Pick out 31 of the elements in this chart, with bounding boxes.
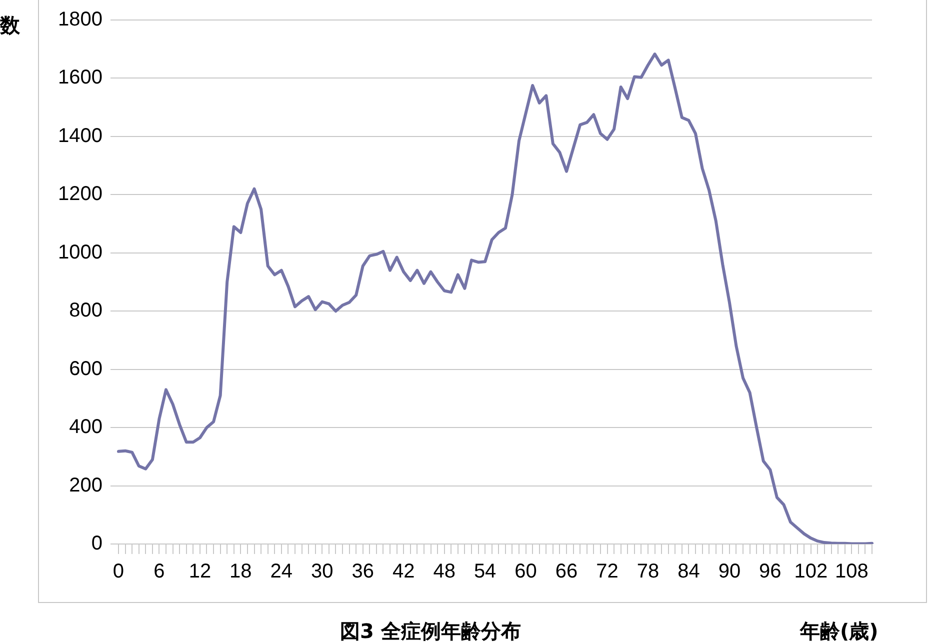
x-tick-label: 90 xyxy=(718,560,741,583)
x-tick-label: 54 xyxy=(474,560,496,583)
x-tick-label: 36 xyxy=(352,560,374,583)
y-tick-label: 0 xyxy=(91,532,102,555)
x-tick-label: 60 xyxy=(514,560,537,583)
y-tick-label: 1000 xyxy=(58,241,102,264)
x-axis-title: 年齢(歳) xyxy=(800,618,878,643)
x-tick-label: 18 xyxy=(230,560,252,583)
y-tick-label: 400 xyxy=(69,416,102,438)
y-tick-label: 1800 xyxy=(58,8,102,31)
x-tick-label: 12 xyxy=(188,560,212,583)
x-tick-label: 84 xyxy=(678,560,700,583)
y-tick-label: 200 xyxy=(69,474,102,496)
y-tick-label: 1400 xyxy=(58,124,102,147)
y-tick-label: 1200 xyxy=(58,183,102,206)
x-tick-label: 30 xyxy=(311,560,334,583)
x-tick-label: 0 xyxy=(112,560,124,583)
text: 図3 全症例年齢分布 xyxy=(340,618,521,643)
y-tick-label: 600 xyxy=(69,358,102,380)
x-tick-label: 78 xyxy=(636,560,660,583)
x-tick-label: 108 xyxy=(834,560,868,583)
y-tick-label: 800 xyxy=(69,300,102,322)
y-tick-label: 1600 xyxy=(58,66,102,89)
x-tick-label: 24 xyxy=(270,560,293,583)
x-tick-label: 48 xyxy=(433,560,456,583)
x-tick-label: 66 xyxy=(555,560,578,583)
x-tick-label: 72 xyxy=(596,560,618,583)
x-tick-label: 6 xyxy=(154,560,165,583)
x-tick-label: 42 xyxy=(392,560,415,583)
x-tick-label: 96 xyxy=(759,560,782,583)
x-tick-label: 102 xyxy=(794,560,828,583)
